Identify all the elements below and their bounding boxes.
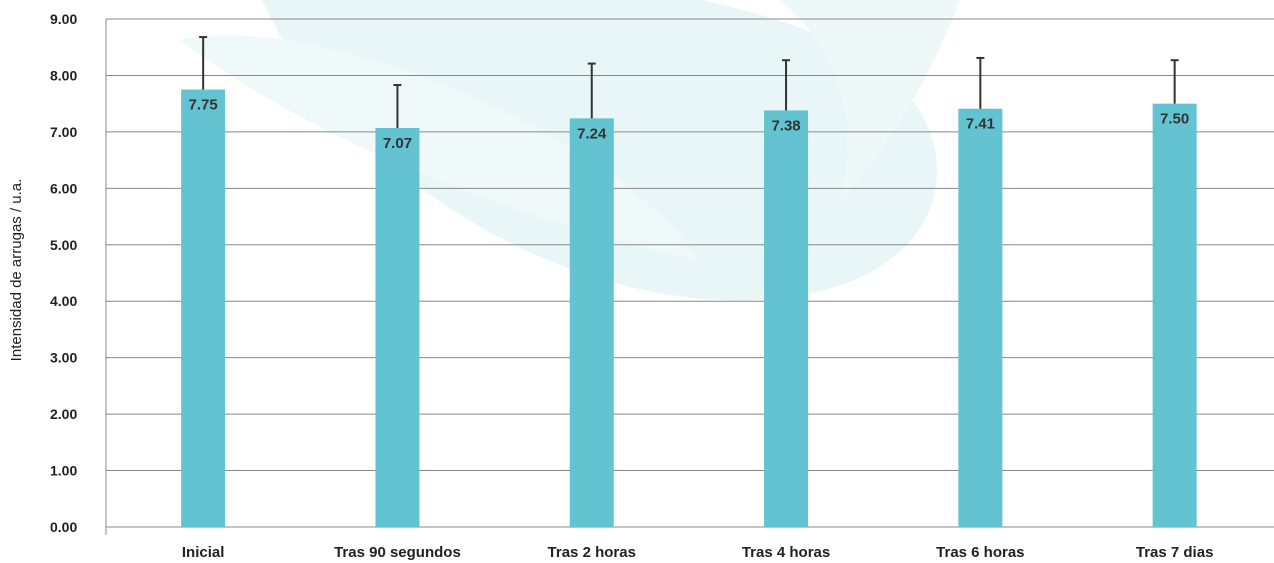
y-axis-title: Intensidad de arrugas / u.a. [8, 179, 25, 362]
data-label: 7.75 [189, 97, 218, 114]
y-tick-label: 6.00 [50, 180, 77, 196]
data-labels: 7.75 7.07 7.24 7.38 7.41 7.50 [189, 97, 1190, 152]
y-tick-label: 3.00 [50, 350, 77, 366]
bar [375, 127, 420, 527]
y-axis-ticks: 0.00 1.00 2.00 3.00 4.00 5.00 6.00 7.00 8.00 9.00 [50, 11, 77, 535]
data-label: 7.50 [1160, 111, 1189, 128]
y-tick-label: 9.00 [50, 11, 77, 27]
x-tick-label: Tras 90 segundos [334, 544, 461, 561]
y-tick-label: 1.00 [50, 463, 77, 479]
x-axis-ticks: Inicial Tras 90 segundos Tras 2 horas Tras … [182, 544, 1214, 561]
x-tick-label: Tras 2 horas [548, 544, 636, 561]
y-tick-label: 4.00 [50, 293, 77, 309]
watermark-arc [780, 0, 960, 200]
gridlines [105, 18, 1274, 535]
y-tick-label: 2.00 [50, 406, 77, 422]
bar [569, 118, 614, 527]
x-tick-label: Tras 6 horas [936, 544, 1024, 561]
data-label: 7.41 [966, 116, 995, 133]
bar [958, 108, 1003, 527]
data-label: 7.24 [577, 125, 607, 142]
bar [181, 89, 226, 528]
x-tick-label: Inicial [182, 544, 225, 561]
bar [764, 110, 809, 527]
data-label: 7.38 [771, 117, 800, 134]
y-tick-label: 5.00 [50, 237, 77, 253]
x-tick-label: Tras 7 dias [1136, 544, 1214, 561]
y-tick-label: 0.00 [50, 519, 77, 535]
bars [181, 89, 1197, 528]
data-label: 7.07 [383, 135, 412, 152]
bar [1152, 103, 1197, 528]
y-tick-label: 8.00 [50, 67, 77, 83]
x-tick-label: Tras 4 horas [742, 544, 830, 561]
error-bars [199, 36, 1179, 128]
y-tick-label: 7.00 [50, 124, 77, 140]
